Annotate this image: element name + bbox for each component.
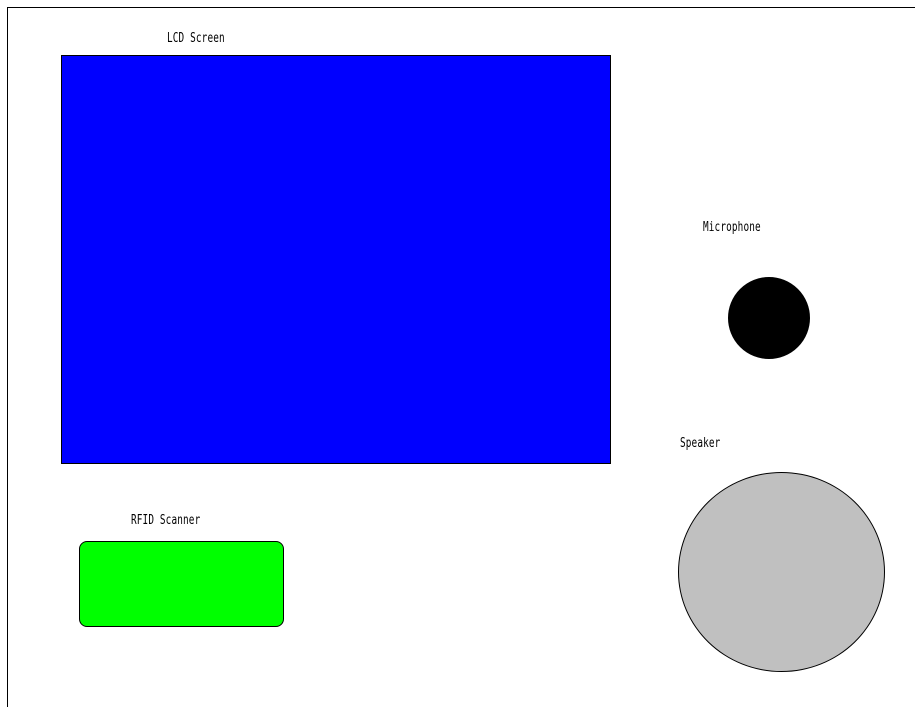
device-outline [7, 7, 915, 707]
microphone [728, 277, 810, 359]
rfid-scanner-label: RFID Scanner [131, 513, 201, 528]
lcd-screen-label: LCD Screen [167, 31, 225, 46]
lcd-screen [61, 55, 611, 464]
speaker-label: Speaker [680, 436, 721, 451]
microphone-label: Microphone [703, 220, 761, 235]
speaker [678, 472, 885, 672]
rfid-scanner [79, 541, 284, 627]
